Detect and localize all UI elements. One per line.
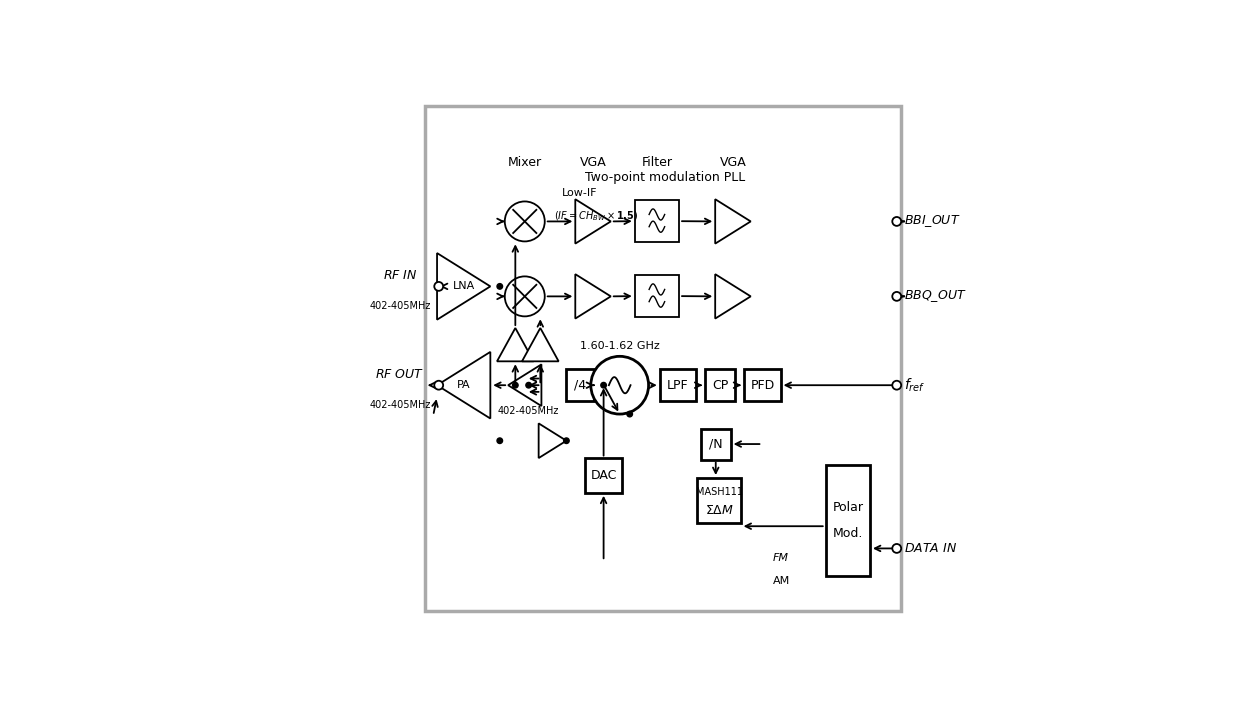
Polygon shape [538,423,567,458]
Circle shape [892,217,901,226]
Bar [698,478,740,523]
Polygon shape [497,328,533,361]
Text: $(IF = CH_{BW}\times\mathbf{1.5})$: $(IF = CH_{BW}\times\mathbf{1.5})$ [554,210,638,224]
Text: Two-point modulation PLL: Two-point modulation PLL [586,171,745,184]
Text: FM: FM [773,554,789,563]
Text: $f_{ref}$: $f_{ref}$ [903,376,926,394]
Text: $RF\ OUT$: $RF\ OUT$ [375,368,425,381]
Text: VGA: VGA [720,156,746,169]
Text: $BBI\_OUT$: $BBI\_OUT$ [903,213,961,229]
Bar [567,369,594,402]
Bar [659,369,697,402]
Bar [826,465,870,576]
Text: LNA: LNA [452,281,475,291]
Text: Filter: Filter [642,156,673,169]
Polygon shape [522,328,558,361]
Text: /4: /4 [574,379,587,392]
Circle shape [892,544,901,553]
Text: $DATA\ IN$: $DATA\ IN$ [903,542,957,555]
Text: 402-405MHz: 402-405MHz [369,399,431,410]
Text: $\Sigma\Delta M$: $\Sigma\Delta M$ [705,504,734,517]
Text: Mixer: Mixer [507,156,542,169]
Bar [634,200,679,242]
Bar [425,106,901,611]
Text: /N: /N [709,438,723,451]
Text: DAC: DAC [591,469,617,482]
Circle shape [497,283,502,289]
Text: $RF\ IN$: $RF\ IN$ [383,269,417,282]
Text: 1.60-1.62 GHz: 1.60-1.62 GHz [579,341,659,351]
Circle shape [435,282,444,291]
Circle shape [892,292,901,301]
Text: $BBQ\_OUT$: $BBQ\_OUT$ [903,288,967,304]
Bar [705,369,735,402]
Bar [700,428,730,459]
Bar [533,193,891,576]
Text: LPF: LPF [667,379,689,392]
Polygon shape [437,253,491,319]
Polygon shape [508,364,542,406]
Circle shape [892,381,901,389]
Bar [744,369,781,402]
Bar [586,459,622,493]
Circle shape [591,356,649,414]
Text: MASH111: MASH111 [695,487,743,497]
Polygon shape [437,352,491,418]
Text: 402-405MHz: 402-405MHz [498,406,559,416]
Polygon shape [715,274,751,319]
Bar [634,275,679,317]
Circle shape [601,382,607,388]
Circle shape [497,438,502,443]
Text: Low-IF: Low-IF [562,187,598,198]
Polygon shape [576,199,611,244]
Text: Polar: Polar [832,501,863,514]
Text: PA: PA [457,380,471,390]
Circle shape [512,382,518,388]
Text: AM: AM [773,575,790,585]
Text: VGA: VGA [579,156,607,169]
Text: 402-405MHz: 402-405MHz [369,301,431,311]
Circle shape [563,438,569,443]
Circle shape [627,411,633,417]
Text: CP: CP [711,379,729,392]
Circle shape [526,382,532,388]
Text: Mod.: Mod. [832,528,863,541]
Circle shape [505,201,545,242]
Circle shape [435,381,444,389]
Circle shape [505,276,545,317]
Text: PFD: PFD [750,379,775,392]
Polygon shape [715,199,751,244]
Polygon shape [576,274,611,319]
